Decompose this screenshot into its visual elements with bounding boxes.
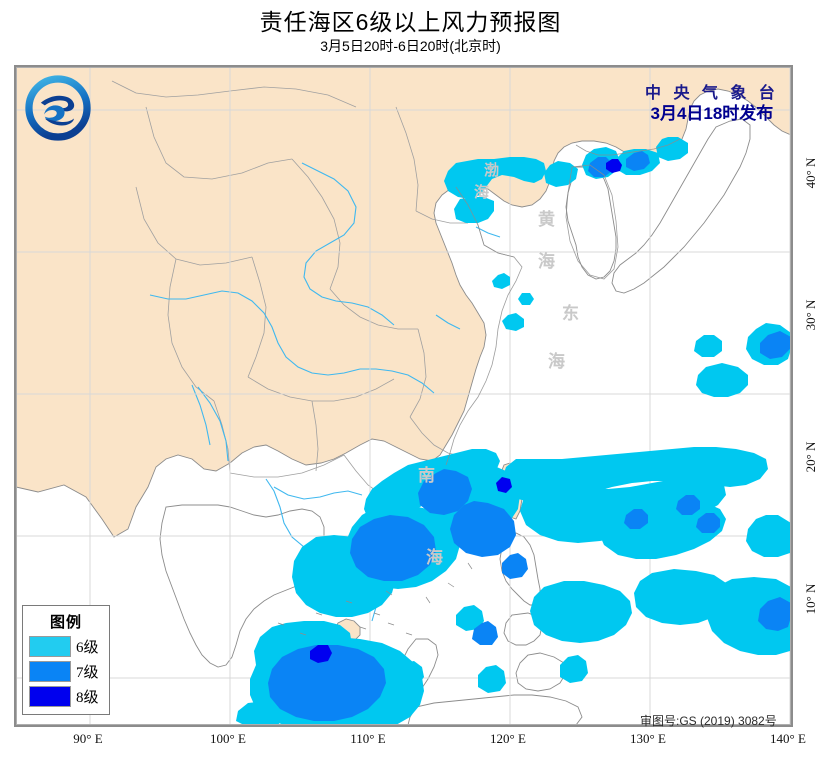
wind-area-level8 <box>310 159 622 663</box>
coastline-overlay <box>445 138 681 466</box>
legend-title: 图例 <box>49 614 82 631</box>
legend-swatch-7 <box>29 661 71 682</box>
axis-tick-lat: 40° N <box>803 157 818 189</box>
map-graphic <box>16 67 791 725</box>
axis-tick-lon: 110° E <box>350 731 386 746</box>
issuer-organization: 中 央 气 象 台 <box>645 85 779 102</box>
legend-label-6: 6级 <box>76 640 99 656</box>
grid-lines <box>16 67 791 725</box>
longitude-axis: 90° E 100° E 110° E 120° E 130° E 140° E <box>0 731 821 753</box>
legend-swatch-6 <box>29 636 71 657</box>
map-canvas[interactable]: 渤 海 黄 海 东 海 南 海 <box>14 65 793 727</box>
legend-item-7[interactable]: 7级 <box>29 661 103 682</box>
issuer-date: 3月4日18时发布 <box>650 104 774 123</box>
wind-area-level7 <box>268 151 791 721</box>
title-block: 责任海区6级以上风力预报图 3月5日20时-6日20时(北京时) <box>0 0 821 55</box>
axis-tick-lon: 140° E <box>770 731 806 746</box>
page-subtitle: 3月5日20时-6日20时(北京时) <box>320 38 501 54</box>
legend-item-6[interactable]: 6级 <box>29 636 103 657</box>
reef-marks <box>277 562 473 636</box>
legend-swatch-8 <box>29 686 71 707</box>
axis-tick-lon: 120° E <box>490 731 526 746</box>
legend-item-8[interactable]: 8级 <box>29 686 103 707</box>
landmass-mindanao <box>515 652 567 692</box>
axis-tick-lat: 10° N <box>803 583 818 615</box>
landmass-korea <box>565 166 617 280</box>
issuer-block: 中 央 气 象 台 3月4日18时发布 <box>645 84 779 124</box>
latitude-axis: 40° N 30° N 20° N 10° N <box>795 65 821 727</box>
legend-label-7: 7级 <box>76 665 99 681</box>
legend-label-8: 8级 <box>76 690 99 706</box>
axis-tick-lon: 100° E <box>210 731 246 746</box>
legend-panel: 图例 6级 7级 8级 <box>22 605 110 715</box>
map-approval-number: 审图号:GS (2019) 3082号 <box>640 714 777 728</box>
landmass-borneo <box>407 694 583 725</box>
axis-tick-lon: 130° E <box>630 731 666 746</box>
landmass-japan <box>611 118 751 294</box>
cma-dragon-logo-icon <box>25 75 91 141</box>
page-title: 责任海区6级以上风力预报图 <box>259 9 562 35</box>
axis-tick-lon: 90° E <box>73 731 103 746</box>
axis-tick-lat: 20° N <box>803 441 818 473</box>
axis-tick-lat: 30° N <box>803 299 818 331</box>
landmass-indochina <box>159 504 325 668</box>
